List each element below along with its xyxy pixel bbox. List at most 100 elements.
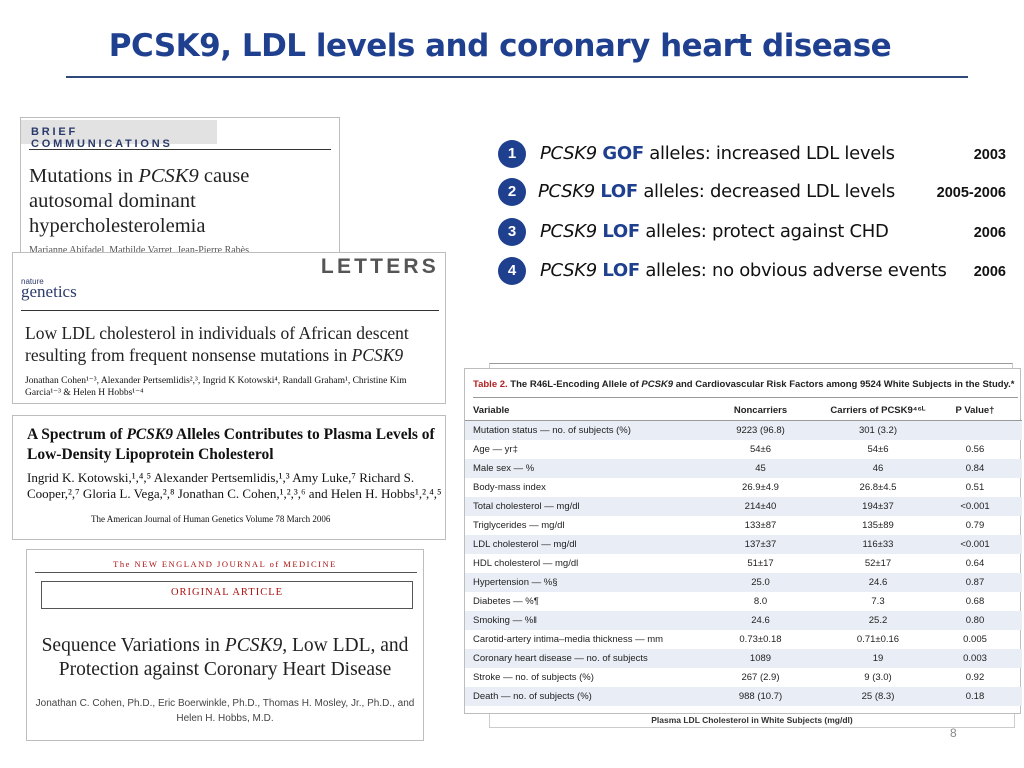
finding-year: 2003 xyxy=(973,147,1006,163)
table-header-row: Variable Noncarriers Carriers of PCSK9⁴⁶… xyxy=(465,399,1022,421)
cell-noncarriers: 214±40 xyxy=(744,501,777,512)
paper-title: Sequence Variations in PCSK9, Low LDL, a… xyxy=(27,634,423,682)
gene-name: PCSK9 xyxy=(540,221,597,242)
table-row: Body-mass index 26.9±4.9 26.8±4.5 0.51 xyxy=(465,478,1022,497)
divider xyxy=(473,397,1018,398)
table-row: Smoking — %‖ 24.6 25.2 0.80 xyxy=(465,611,1022,630)
gene-name: PCSK9 xyxy=(126,426,173,443)
cell-variable: LDL cholesterol — mg/dl xyxy=(473,539,577,550)
cell-carriers: 26.8±4.5 xyxy=(859,482,897,493)
title-part: cause autosomal dominant hypercholestero… xyxy=(29,165,250,237)
cell-variable: Age — yr‡ xyxy=(473,444,518,455)
table-label: Table 2. xyxy=(473,379,508,390)
allele-type: GOF xyxy=(602,143,644,164)
journal-citation: The American Journal of Human Genetics V… xyxy=(91,514,331,524)
section-tag: BRIEF COMMUNICATIONS xyxy=(21,120,217,150)
divider xyxy=(27,549,423,550)
cell-pvalue: 0.51 xyxy=(965,482,985,493)
table-row: Mutation status — no. of subjects (%) 922… xyxy=(465,421,1022,440)
cell-carriers: 25.2 xyxy=(868,615,888,626)
cell-noncarriers: 267 (2.9) xyxy=(741,672,780,683)
col-header-noncarriers: Noncarriers xyxy=(733,405,788,416)
figure-caption: Plasma LDL Cholesterol in White Subjects… xyxy=(651,715,853,725)
table-row: HDL cholesterol — mg/dl 51±17 52±17 0.64 xyxy=(465,554,1022,573)
number-badge: 1 xyxy=(498,140,526,168)
cell-noncarriers: 0.73±0.18 xyxy=(739,634,782,645)
number-badge: 3 xyxy=(498,218,526,246)
finding-3: 3 PCSK9 LOF alleles: protect against CHD… xyxy=(498,218,1008,248)
cell-carriers: 116±33 xyxy=(862,539,894,550)
cell-noncarriers: 8.0 xyxy=(753,596,768,607)
finding-text: PCSK9 LOF alleles: decreased LDL levels xyxy=(538,181,895,202)
cell-variable: Triglycerides — mg/dl xyxy=(473,520,565,531)
finding-desc: alleles: decreased LDL levels xyxy=(637,181,895,202)
finding-2: 2 PCSK9 LOF alleles: decreased LDL level… xyxy=(498,178,1008,208)
cell-variable: Total cholesterol — mg/dl xyxy=(473,501,580,512)
cell-carriers: 0.71±0.16 xyxy=(856,634,900,645)
allele-type: LOF xyxy=(602,221,640,242)
finding-desc: alleles: increased LDL levels xyxy=(643,143,895,164)
finding-year: 2005-2006 xyxy=(936,185,1006,201)
section-tag: ORIGINAL ARTICLE xyxy=(41,581,413,609)
journal-logo-small: nature xyxy=(21,277,44,286)
section-tag: LETTERS xyxy=(320,255,439,278)
number-badge: 4 xyxy=(498,257,526,285)
title-part: Sequence Variations in xyxy=(41,635,225,656)
paper-card-ajhg: A Spectrum of PCSK9 Alleles Contributes … xyxy=(12,415,446,540)
cell-carriers: 46 xyxy=(872,463,884,474)
cell-variable: Body-mass index xyxy=(473,482,546,493)
cell-carriers: 194±37 xyxy=(862,501,894,512)
paper-title: A Spectrum of PCSK9 Alleles Contributes … xyxy=(27,425,437,465)
paper-authors: Ingrid K. Kotowski,¹,⁴,⁵ Alexander Perts… xyxy=(27,470,442,501)
cell-variable: Diabetes — %¶ xyxy=(473,596,539,607)
gene-name: PCSK9 xyxy=(540,143,597,164)
title-part: Mutations in xyxy=(29,165,139,187)
table-row: Hypertension — %§ 25.0 24.6 0.87 xyxy=(465,573,1022,592)
cell-pvalue: 0.79 xyxy=(965,520,985,531)
cell-pvalue: 0.87 xyxy=(965,577,985,588)
cell-noncarriers: 54±6 xyxy=(749,444,772,455)
table-caption: Table 2. The R46L-Encoding Allele of PCS… xyxy=(473,379,1018,390)
finding-text: PCSK9 LOF alleles: no obvious adverse ev… xyxy=(540,260,947,281)
cell-carriers: 24.6 xyxy=(868,577,888,588)
divider xyxy=(29,149,331,150)
table-body: Mutation status — no. of subjects (%) 922… xyxy=(465,421,1022,706)
cell-carriers: 54±6 xyxy=(867,444,889,455)
finding-text: PCSK9 GOF alleles: increased LDL levels xyxy=(540,143,895,164)
cell-pvalue: <0.001 xyxy=(960,501,990,512)
title-divider xyxy=(66,76,968,78)
cell-noncarriers: 26.9±4.9 xyxy=(742,482,779,493)
cell-variable: Male sex — % xyxy=(473,463,535,474)
table-row: Age — yr‡ 54±6 54±6 0.56 xyxy=(465,440,1022,459)
cell-pvalue: 0.80 xyxy=(965,615,985,626)
cell-pvalue: 0.92 xyxy=(965,672,985,683)
cell-noncarriers: 9223 (96.8) xyxy=(736,425,785,436)
paper-authors: Jonathan C. Cohen, Ph.D., Eric Boerwinkl… xyxy=(35,698,415,724)
cell-carriers: 25 (8.3) xyxy=(861,691,895,702)
cell-noncarriers: 988 (10.7) xyxy=(738,691,783,702)
col-header-pvalue: P Value† xyxy=(955,405,995,416)
title-part: Alleles Contributes to Plasma Levels of … xyxy=(27,426,435,463)
cell-variable: Carotid-artery intima–media thickness — … xyxy=(473,634,664,645)
caption-part: The R46L-Encoding Allele of xyxy=(507,379,642,390)
finding-4: 4 PCSK9 LOF alleles: no obvious adverse … xyxy=(498,257,1008,287)
paper-card-brief-communication: BRIEF COMMUNICATIONS Mutations in PCSK9 … xyxy=(20,117,340,262)
table-grid: Variable Noncarriers Carriers of PCSK9⁴⁶… xyxy=(465,399,1022,706)
gene-name: PCSK9 xyxy=(351,345,404,365)
cell-carriers: 301 (3.2) xyxy=(858,425,898,436)
cell-carriers: 135±89 xyxy=(862,520,894,531)
cell-pvalue: <0.001 xyxy=(960,539,990,550)
title-part: , Low LDL, and Protection against Corona… xyxy=(58,635,409,680)
cell-pvalue: 0.64 xyxy=(965,558,985,569)
cell-noncarriers: 51±17 xyxy=(747,558,774,569)
journal-logo: genetics xyxy=(21,282,77,301)
col-header-carriers: Carriers of PCSK9⁴⁶ᴸ xyxy=(830,405,926,416)
cell-pvalue: 0.68 xyxy=(965,596,985,607)
table-r46l-risk-factors: Table 2. The R46L-Encoding Allele of PCS… xyxy=(464,368,1022,714)
cell-pvalue: 0.005 xyxy=(963,634,987,645)
paper-title: Mutations in PCSK9 cause autosomal domin… xyxy=(29,164,334,239)
cell-noncarriers: 24.6 xyxy=(751,615,770,626)
table-row: Diabetes — %¶ 8.0 7.3 0.68 xyxy=(465,592,1022,611)
table-row: Male sex — % 45 46 0.84 xyxy=(465,459,1022,478)
cell-variable: HDL cholesterol — mg/dl xyxy=(473,558,579,569)
